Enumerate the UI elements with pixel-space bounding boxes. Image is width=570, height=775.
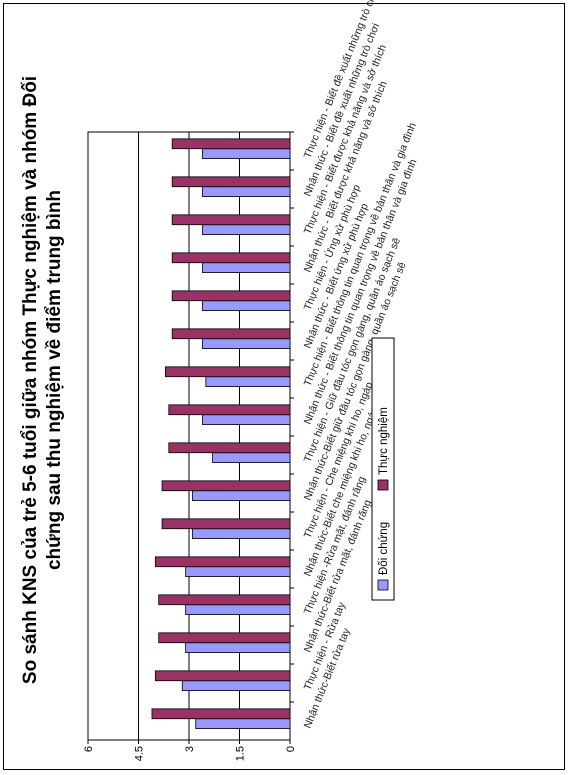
bar-thuc-nghiem [161, 518, 291, 530]
bar-thuc-nghiem [151, 708, 291, 720]
bar-doi-chung [202, 148, 291, 160]
bar-thuc-nghiem [171, 328, 291, 340]
bar-thuc-nghiem [171, 290, 291, 302]
chart-title-line-1: So sánh KNS của trẻ 5-6 tuổi giữa nhóm T… [20, 76, 41, 684]
bar-doi-chung [185, 604, 291, 615]
bar-doi-chung [205, 376, 291, 388]
bar-thuc-nghiem [154, 670, 291, 682]
value-tick-label: 6 [83, 746, 95, 752]
bar-thuc-nghiem [168, 404, 291, 416]
bar-doi-chung [202, 338, 291, 350]
bar-thuc-nghiem [158, 632, 291, 644]
bar-thuc-nghiem [154, 556, 291, 568]
bar-doi-chung [185, 642, 291, 653]
bar-doi-chung [212, 452, 291, 464]
value-tick-label: 3 [184, 746, 196, 752]
value-axis-ticks: 0 1.5 3 4.5 6 [83, 740, 297, 761]
bar-doi-chung [185, 566, 291, 577]
bar-doi-chung [202, 414, 291, 426]
bar-thuc-nghiem [171, 176, 291, 188]
bar-doi-chung [191, 528, 291, 539]
bar-thuc-nghiem [171, 252, 291, 264]
legend: Đối chứng Thực nghiệm [371, 337, 395, 601]
bar-doi-chung [202, 186, 291, 198]
legend-box: Đối chứng Thực nghiệm [371, 337, 395, 601]
bars [151, 131, 294, 729]
legend-swatch [377, 479, 389, 491]
bar-doi-chung [181, 680, 291, 691]
bar-doi-chung [202, 300, 291, 312]
bar-doi-chung [202, 224, 291, 236]
legend-swatch [377, 579, 389, 591]
bar-thuc-nghiem [158, 594, 291, 606]
value-tick-label: 1.5 [235, 746, 247, 761]
legend-entry: Thực nghiệm [378, 407, 390, 475]
value-tick-label: 4.5 [134, 746, 146, 761]
bar-thuc-nghiem [161, 480, 291, 492]
legend-frame [371, 337, 395, 601]
legend-entry: Đối chứng [378, 522, 390, 575]
bar-doi-chung [202, 262, 291, 274]
bar-doi-chung [195, 718, 291, 729]
bar-doi-chung [191, 490, 291, 502]
value-tick-label: 0 [285, 746, 297, 752]
bar-thuc-nghiem [171, 214, 291, 226]
figure-frame [3, 3, 565, 770]
bar-thuc-nghiem [165, 366, 291, 378]
bar-thuc-nghiem [171, 138, 291, 150]
chart-title-line-2: chứng sau thu nghiệm về điểm trung bình [44, 190, 65, 570]
bar-thuc-nghiem [168, 442, 291, 454]
